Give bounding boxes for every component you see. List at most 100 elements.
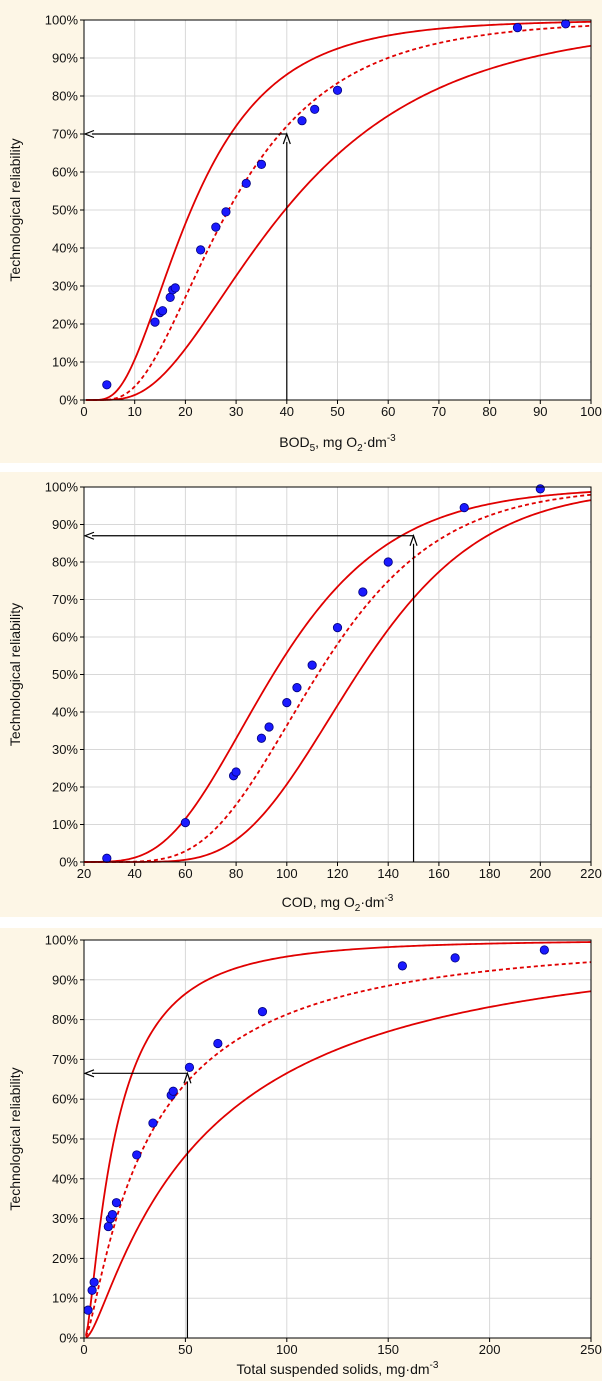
data-point (332, 85, 343, 95)
x-label-superscript: -3 (430, 1360, 439, 1371)
data-point (459, 503, 469, 513)
data-point (102, 853, 112, 863)
x-tick-label: 60 (381, 404, 395, 419)
data-point (87, 1285, 97, 1295)
x-label-middle: , mg O (315, 434, 357, 450)
y-tick-label: 10% (52, 1291, 78, 1306)
data-point (561, 19, 571, 29)
data-point (358, 587, 368, 597)
y-tick-label: 80% (52, 89, 78, 104)
data-point (450, 953, 460, 963)
x-tick-label: 200 (479, 1342, 501, 1357)
y-tick-label: 70% (52, 592, 78, 607)
data-point (539, 945, 549, 955)
y-axis-label: Technological reliability (7, 138, 23, 281)
y-tick-label: 0% (59, 855, 78, 870)
x-tick-label: 150 (377, 1342, 399, 1357)
chart-panel-tss: 0% 10% 20% 30% 40% 50% 60% 70% 80% 90% 100% 0 50 100 1… (0, 928, 602, 1381)
x-tick-label: 80 (482, 404, 496, 419)
x-tick-label: 80 (229, 866, 243, 881)
data-point (89, 1277, 99, 1287)
x-label-superscript: -3 (384, 893, 393, 904)
x-label-superscript: -3 (387, 433, 396, 444)
x-tick-label: 120 (327, 866, 349, 881)
y-tick-label: 90% (52, 972, 78, 987)
data-point (148, 1118, 158, 1128)
x-tick-label: 0 (80, 1342, 87, 1357)
x-tick-label: 140 (377, 866, 399, 881)
data-point (257, 1007, 268, 1017)
data-point (241, 178, 251, 188)
data-point (180, 818, 190, 828)
x-label-middle: , mg O (313, 894, 355, 910)
upper-confidence-curve (84, 491, 592, 863)
upper-confidence-curve (85, 941, 592, 1336)
data-point (221, 207, 231, 217)
y-tick-label: 70% (52, 127, 78, 142)
x-tick-label: 20 (178, 404, 192, 419)
y-tick-label: 20% (52, 780, 78, 795)
x-label-subscript: 2 (357, 443, 363, 454)
x-tick-label: 10 (127, 404, 141, 419)
data-point (256, 159, 267, 169)
y-tick-label: 90% (52, 51, 78, 66)
x-label-main: COD (282, 894, 313, 910)
data-point (297, 116, 307, 126)
y-tick-label: 0% (59, 393, 78, 408)
x-tick-label: 100 (580, 404, 602, 419)
horizontal-arrowhead (83, 531, 95, 540)
x-axis-label: BOD5, mg O2·dm-3 (279, 433, 396, 454)
y-tick-label: 30% (52, 279, 78, 294)
chart-bod: 0% 10% 20% 30% 40% 50% 60% 70% 80% 90% 100% 0 10 20 30… (7, 13, 602, 455)
x-axis-label: COD, mg O2·dm-3 (282, 893, 394, 914)
horizontal-arrowhead (83, 129, 95, 139)
data-point (512, 23, 523, 33)
y-tick-label: 10% (52, 355, 78, 370)
data-point (170, 283, 180, 293)
x-tick-label: 180 (479, 866, 501, 881)
y-tick-label: 80% (52, 1012, 78, 1027)
data-point (165, 292, 175, 302)
x-tick-label: 20 (77, 866, 91, 881)
y-tick-label: 50% (52, 203, 78, 218)
fitted-distribution-curve (85, 24, 592, 401)
fitted-distribution-curve (85, 961, 592, 1337)
y-tick-label: 100% (45, 933, 79, 948)
y-tick-label: 40% (52, 705, 78, 720)
data-point (231, 767, 241, 777)
y-tick-label: 30% (52, 742, 78, 757)
x-tick-label: 50 (178, 1342, 192, 1357)
x-tick-label: 60 (178, 866, 192, 881)
y-tick-label: 20% (52, 1251, 78, 1266)
data-point (211, 222, 221, 232)
y-tick-label: 40% (52, 1171, 78, 1186)
x-tick-label: 0 (80, 404, 87, 419)
y-tick-label: 30% (52, 1211, 78, 1226)
x-tick-label: 70 (432, 404, 446, 419)
x-label-main: BOD (279, 434, 309, 450)
y-tick-label: 50% (52, 1132, 78, 1147)
data-point (184, 1062, 195, 1072)
upper-confidence-curve (85, 20, 592, 401)
data-point (383, 557, 393, 567)
data-point (168, 1086, 178, 1096)
x-label-tail: ·dm (363, 434, 387, 450)
data-point (157, 306, 168, 316)
x-tick-label: 50 (330, 404, 344, 419)
x-tick-label: 40 (127, 866, 141, 881)
plot-frame (83, 939, 592, 1339)
data-point (150, 317, 160, 327)
data-point (111, 1198, 122, 1208)
data-point (102, 380, 112, 390)
data-point (397, 961, 407, 971)
x-tick-label: 220 (580, 866, 602, 881)
data-point (307, 660, 317, 670)
data-point (292, 683, 302, 693)
chart-tss: 0% 10% 20% 30% 40% 50% 60% 70% 80% 90% 100% 0 50 100 1… (7, 933, 602, 1378)
x-tick-label: 40 (280, 404, 294, 419)
data-point (256, 733, 267, 743)
chart-panel-bod: 0% 10% 20% 30% 40% 50% 60% 70% 80% 90% 100% 0 10 20 30… (0, 0, 602, 463)
data-point (535, 484, 545, 494)
x-label-main: Total suspended solids, mg·dm (237, 1361, 430, 1377)
x-tick-label: 160 (428, 866, 450, 881)
